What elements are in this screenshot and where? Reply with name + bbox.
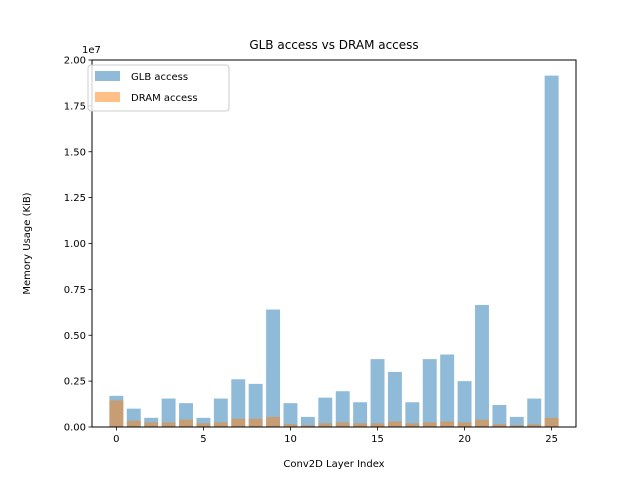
legend-box bbox=[87, 64, 230, 112]
y-tick-label: 1.00 bbox=[64, 239, 86, 250]
x-axis-label: Conv2D Layer Index bbox=[283, 459, 384, 470]
dram-access-bar-7 bbox=[231, 418, 246, 427]
glb-access-bar-20 bbox=[457, 381, 472, 427]
dram-access-bar-13 bbox=[335, 422, 350, 427]
y-axis-label: Memory Usage (KiB) bbox=[22, 192, 33, 294]
dram-access-bar-25 bbox=[544, 417, 559, 427]
dram-access-bar-23 bbox=[509, 425, 524, 427]
y-tick-label: 0.75 bbox=[64, 285, 86, 296]
glb-access-bar-9 bbox=[266, 309, 281, 427]
glb-access-bar-14 bbox=[353, 402, 368, 427]
dram-access-bar-12 bbox=[318, 423, 333, 427]
glb-access-bar-22 bbox=[492, 404, 507, 427]
y-tick-label: 0.00 bbox=[64, 423, 86, 434]
dram-access-bar-19 bbox=[440, 421, 455, 427]
dram-access-bar-3 bbox=[161, 422, 176, 427]
glb-access-bar-19 bbox=[440, 354, 455, 427]
dram-access-bar-9 bbox=[266, 416, 281, 427]
dram-access-bar-18 bbox=[422, 422, 437, 427]
chart-title: GLB access vs DRAM access bbox=[249, 38, 418, 52]
dram-access-bar-16 bbox=[387, 421, 402, 427]
y-axis-offset-label: 1e7 bbox=[82, 45, 101, 56]
glb-access-bar-15 bbox=[370, 359, 385, 427]
x-axis-ticks: 0 5 10 15 20 25 bbox=[113, 427, 558, 445]
glb-access-bar-25 bbox=[544, 75, 559, 427]
dram-access-bar-2 bbox=[144, 422, 159, 427]
glb-access-bar-3 bbox=[161, 398, 176, 427]
dram-access-legend-swatch bbox=[95, 92, 120, 102]
dram-access-bar-6 bbox=[213, 422, 228, 427]
glb-access-bar-17 bbox=[405, 402, 420, 427]
dram-access-bar-4 bbox=[179, 419, 193, 427]
y-axis-ticks: 0.00 0.25 0.50 0.75 1.00 1.25 1.50 1.75 2.00 bbox=[64, 56, 92, 434]
dram-access-legend-label: DRAM access bbox=[131, 93, 198, 104]
dram-access-bar-5 bbox=[196, 423, 211, 427]
dram-access-bar-14 bbox=[353, 423, 368, 427]
bars-layer bbox=[109, 75, 559, 427]
glb-access-bar-16 bbox=[387, 371, 402, 427]
y-tick-label: 1.75 bbox=[64, 101, 86, 112]
legend: GLB access DRAM access bbox=[87, 64, 230, 112]
dram-access-bar-21 bbox=[475, 419, 489, 427]
dram-access-bar-11 bbox=[300, 425, 315, 427]
y-tick-label: 2.00 bbox=[64, 56, 86, 67]
dram-access-bar-0 bbox=[109, 400, 124, 427]
x-tick-label: 15 bbox=[371, 434, 384, 445]
y-tick-label: 1.50 bbox=[64, 147, 86, 158]
dram-access-bar-24 bbox=[527, 424, 542, 427]
glb-access-bar-5 bbox=[196, 417, 211, 427]
glb-access-bar-10 bbox=[283, 403, 298, 427]
dram-access-bar-17 bbox=[405, 423, 420, 427]
y-tick-label: 0.25 bbox=[64, 377, 86, 388]
x-tick-label: 25 bbox=[545, 434, 558, 445]
dram-access-bar-8 bbox=[248, 418, 263, 427]
glb-access-bar-7 bbox=[231, 379, 246, 427]
dram-access-bar-10 bbox=[283, 424, 298, 427]
x-tick-label: 0 bbox=[113, 434, 119, 445]
x-tick-label: 20 bbox=[458, 434, 471, 445]
glb-access-bar-11 bbox=[300, 416, 315, 427]
glb-access-bar-23 bbox=[509, 416, 524, 427]
dram-access-bar-22 bbox=[492, 424, 507, 427]
x-tick-label: 10 bbox=[284, 434, 297, 445]
glb-access-bar-6 bbox=[213, 398, 228, 427]
dram-access-bar-15 bbox=[370, 423, 385, 427]
glb-access-bar-18 bbox=[422, 359, 437, 427]
dram-access-bar-1 bbox=[126, 420, 141, 427]
dram-access-bar-20 bbox=[457, 422, 472, 427]
glb-access-bar-24 bbox=[527, 398, 542, 427]
x-tick-label: 5 bbox=[200, 434, 206, 445]
glb-access-legend-label: GLB access bbox=[131, 72, 188, 83]
glb-access-bar-13 bbox=[335, 391, 350, 427]
y-tick-label: 1.25 bbox=[64, 193, 86, 204]
y-tick-label: 0.50 bbox=[64, 331, 86, 342]
glb-access-legend-swatch bbox=[95, 71, 120, 81]
glb-access-bar-21 bbox=[475, 304, 489, 427]
glb-access-bar-12 bbox=[318, 397, 333, 427]
glb-access-bar-8 bbox=[248, 383, 263, 427]
